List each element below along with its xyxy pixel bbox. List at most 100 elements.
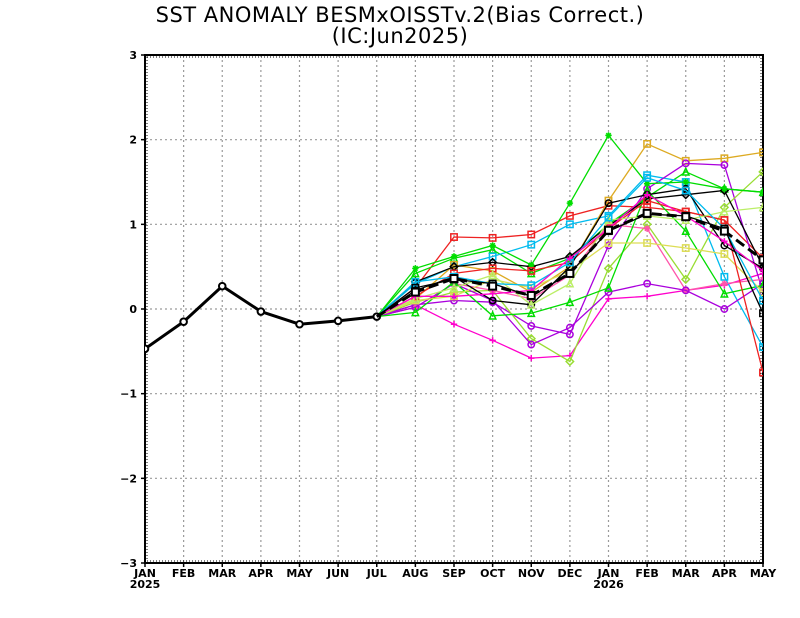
ensemble-mean-point — [488, 281, 498, 291]
x-tick-label: MAR — [208, 567, 236, 580]
data-point — [450, 253, 458, 260]
x-tick-label: APR — [248, 567, 274, 580]
x-tick-label: MAY — [286, 567, 313, 580]
data-point — [643, 293, 651, 300]
x-tick-label: MAY — [750, 567, 777, 580]
member-series — [376, 184, 763, 320]
data-point — [720, 250, 729, 258]
x-tick-label: DEC — [558, 567, 583, 580]
data-point — [565, 296, 575, 307]
member-line — [376, 177, 763, 318]
observed-point — [179, 317, 188, 327]
data-point — [759, 288, 763, 297]
data-point — [604, 282, 613, 292]
ensemble-mean-point — [681, 212, 691, 222]
data-point — [450, 293, 458, 300]
data-point — [605, 295, 612, 303]
data-point — [680, 274, 691, 285]
data-point — [488, 233, 497, 242]
data-point — [528, 354, 535, 362]
observed-series — [145, 281, 382, 354]
data-point — [566, 199, 574, 207]
member-line — [376, 171, 763, 363]
chart-title: SST ANOMALY BESMxOISSTv.2(Bias Correct.) — [155, 3, 645, 27]
data-point — [527, 266, 536, 275]
x-tick-label: NOV — [518, 567, 545, 580]
y-tick-label: 0 — [129, 303, 137, 316]
data-point — [489, 242, 496, 249]
data-point — [720, 206, 729, 216]
data-point — [759, 267, 763, 275]
data-point — [604, 239, 613, 247]
data-point — [643, 139, 652, 148]
data-point — [758, 167, 763, 177]
data-point — [643, 239, 652, 247]
data-point — [565, 211, 574, 220]
data-point — [758, 201, 763, 212]
series-group — [145, 132, 763, 377]
x-tick-label: MAR — [672, 567, 700, 580]
ensemble-mean-point — [565, 268, 575, 278]
plot-frame — [141, 54, 764, 567]
observed-point — [295, 319, 304, 329]
data-point — [681, 159, 690, 168]
data-point — [720, 216, 729, 225]
data-point — [759, 368, 763, 377]
data-point — [681, 186, 690, 195]
data-point — [605, 132, 612, 139]
data-point — [450, 321, 458, 328]
data-point — [449, 282, 459, 292]
data-point — [758, 279, 763, 290]
ensemble-mean-point — [642, 208, 652, 218]
data-point — [759, 343, 763, 352]
data-point — [721, 280, 728, 287]
x-tick-label: FEB — [635, 567, 658, 580]
data-point — [759, 296, 763, 305]
x-tick-label: AUG — [402, 567, 428, 580]
data-point — [489, 337, 496, 344]
data-point — [488, 269, 497, 280]
ensemble-mean-point — [758, 255, 763, 265]
y-tick-label: −3 — [120, 557, 137, 570]
data-point — [720, 288, 729, 298]
member-line — [376, 162, 763, 336]
x-tick-label: JAN — [133, 567, 156, 580]
data-point — [604, 213, 613, 222]
grid-lines — [145, 55, 763, 563]
data-point — [527, 340, 536, 349]
y-tick-label: 2 — [129, 134, 137, 147]
data-point — [759, 270, 763, 277]
axis-labels: JAN FEB MAR APR MAY JUN JUL AUG SEP OCT NOV DEC JAN F… — [120, 49, 777, 591]
year-label: 2026 — [593, 578, 624, 591]
data-point — [681, 286, 690, 295]
data-point — [488, 296, 497, 305]
data-point — [603, 263, 614, 274]
ensemble-mean-point — [604, 225, 613, 235]
data-point — [720, 272, 729, 281]
data-point — [411, 267, 420, 278]
plot-border-inner — [146, 56, 762, 562]
data-point — [681, 225, 691, 236]
data-point — [605, 221, 612, 228]
member-line — [376, 188, 763, 318]
ensemble-mean-point — [449, 274, 459, 284]
ensemble-mean-point — [719, 226, 729, 236]
data-point — [527, 240, 536, 249]
data-point — [759, 148, 763, 157]
data-point — [450, 261, 458, 269]
data-point — [759, 188, 763, 196]
y-tick-label: 1 — [129, 218, 137, 231]
y-tick-label: 3 — [129, 49, 137, 62]
member-series — [376, 132, 763, 318]
data-point — [681, 244, 690, 252]
data-point — [489, 290, 496, 297]
data-point — [721, 238, 728, 245]
y-tick-label: −1 — [120, 388, 137, 401]
data-point — [759, 309, 763, 318]
observed-point — [333, 316, 343, 326]
x-tick-label: APR — [712, 567, 738, 580]
data-point — [720, 161, 729, 170]
y-tick-label: −2 — [120, 472, 137, 485]
member-series — [376, 139, 763, 318]
data-point — [526, 299, 536, 309]
